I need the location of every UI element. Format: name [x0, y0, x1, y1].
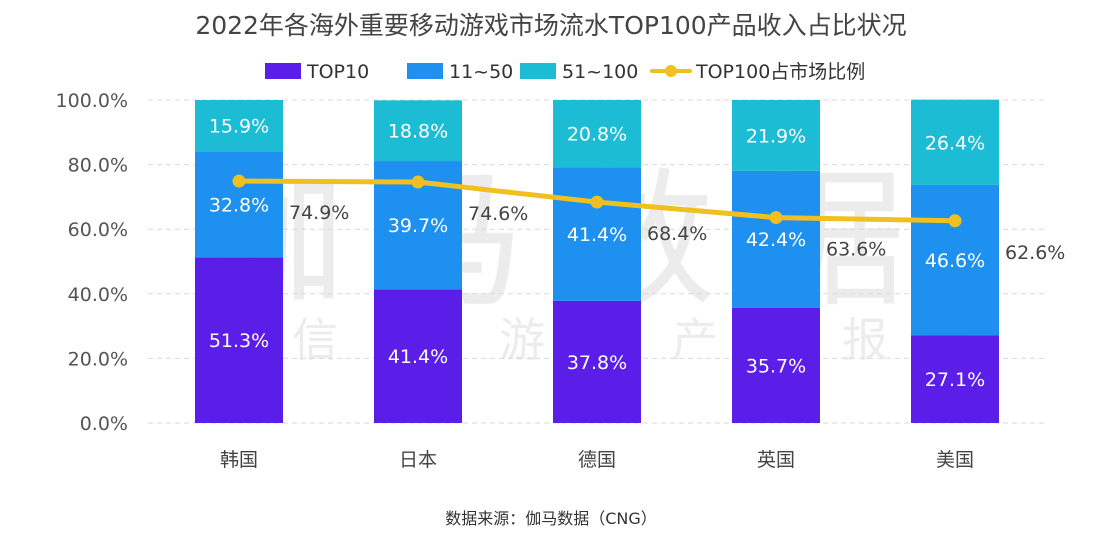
line-value-label: 74.9%	[289, 202, 349, 224]
source-note: 数据来源：伽马数据（CNG）	[445, 509, 657, 528]
y-tick-label: 20.0%	[68, 348, 128, 370]
bar-value-label: 27.1%	[925, 369, 985, 391]
bar-segment	[553, 100, 641, 168]
bar-value-label: 35.7%	[746, 355, 806, 377]
legend: TOP10 11~50 51~100 TOP100占市场比例	[265, 61, 865, 83]
legend-label: TOP100占市场比例	[695, 61, 865, 83]
bar-value-label: 51.3%	[209, 330, 269, 352]
y-tick-label: 100.0%	[56, 90, 128, 112]
y-axis: 0.0% 20.0% 40.0% 60.0% 80.0% 100.0%	[56, 90, 128, 435]
bar-segment	[911, 335, 999, 423]
category-label: 英国	[757, 449, 795, 471]
bar-segment	[911, 184, 999, 336]
bar-segment	[195, 100, 283, 152]
chart-title: 2022年各海外重要移动游戏市场流水TOP100产品收入占比状况	[195, 11, 906, 40]
bar-value-label: 26.4%	[925, 132, 985, 154]
category-label: 美国	[936, 449, 974, 471]
bar-value-label: 41.4%	[567, 224, 627, 246]
bar-segment	[374, 289, 462, 423]
line-point	[948, 214, 962, 228]
bar-segment	[374, 100, 462, 162]
y-tick-label: 80.0%	[68, 155, 128, 177]
category-label: 日本	[399, 449, 437, 471]
line-value-label: 62.6%	[1005, 242, 1065, 264]
line-value-label: 68.4%	[647, 223, 707, 245]
bar-value-label: 18.8%	[388, 121, 448, 143]
y-tick-label: 0.0%	[80, 413, 128, 435]
watermark-tagline-char: 产	[672, 313, 718, 367]
legend-label: 11~50	[449, 61, 513, 83]
legend-marker	[665, 65, 677, 77]
legend-label: 51~100	[562, 61, 638, 83]
category-label: 德国	[578, 449, 616, 471]
bar-value-label: 15.9%	[209, 116, 269, 138]
line-value-label: 74.6%	[468, 203, 528, 225]
line-value-label: 63.6%	[826, 239, 886, 261]
bar-segment	[195, 151, 283, 258]
legend-swatch	[265, 63, 301, 79]
bar-labels: 51.3% 32.8% 15.9% 41.4% 39.7% 18.8% 37.8% 41.4%…	[209, 116, 985, 392]
bar-value-label: 46.6%	[925, 250, 985, 272]
bar-value-label: 20.8%	[567, 124, 627, 146]
bars	[195, 99, 999, 423]
bar-segment	[732, 100, 820, 171]
line-point	[769, 211, 783, 225]
line-layer: 74.9% 74.6% 68.4% 63.6% 62.6%	[232, 174, 1065, 264]
x-axis: 韩国 日本 德国 英国 美国	[220, 449, 974, 471]
bar-value-label: 21.9%	[746, 125, 806, 147]
bar-value-label: 39.7%	[388, 215, 448, 237]
bar-segment	[911, 99, 999, 185]
y-tick-label: 60.0%	[68, 219, 128, 241]
bar-segment	[195, 257, 283, 423]
bar-segment	[732, 307, 820, 423]
line-point	[590, 195, 604, 209]
legend-swatch	[520, 63, 556, 79]
category-label: 韩国	[220, 449, 258, 471]
line-point	[411, 175, 425, 189]
gridlines	[148, 99, 1045, 424]
legend-swatch	[407, 63, 443, 79]
bar-value-label: 41.4%	[388, 346, 448, 368]
bar-segment	[553, 167, 641, 301]
bar-value-label: 42.4%	[746, 229, 806, 251]
bar-segment	[732, 170, 820, 308]
bar-value-label: 32.8%	[209, 194, 269, 216]
y-tick-label: 40.0%	[68, 284, 128, 306]
line-point	[232, 174, 246, 188]
bar-value-label: 37.8%	[567, 352, 627, 374]
legend-label: TOP10	[306, 61, 369, 83]
bar-segment	[553, 300, 641, 423]
